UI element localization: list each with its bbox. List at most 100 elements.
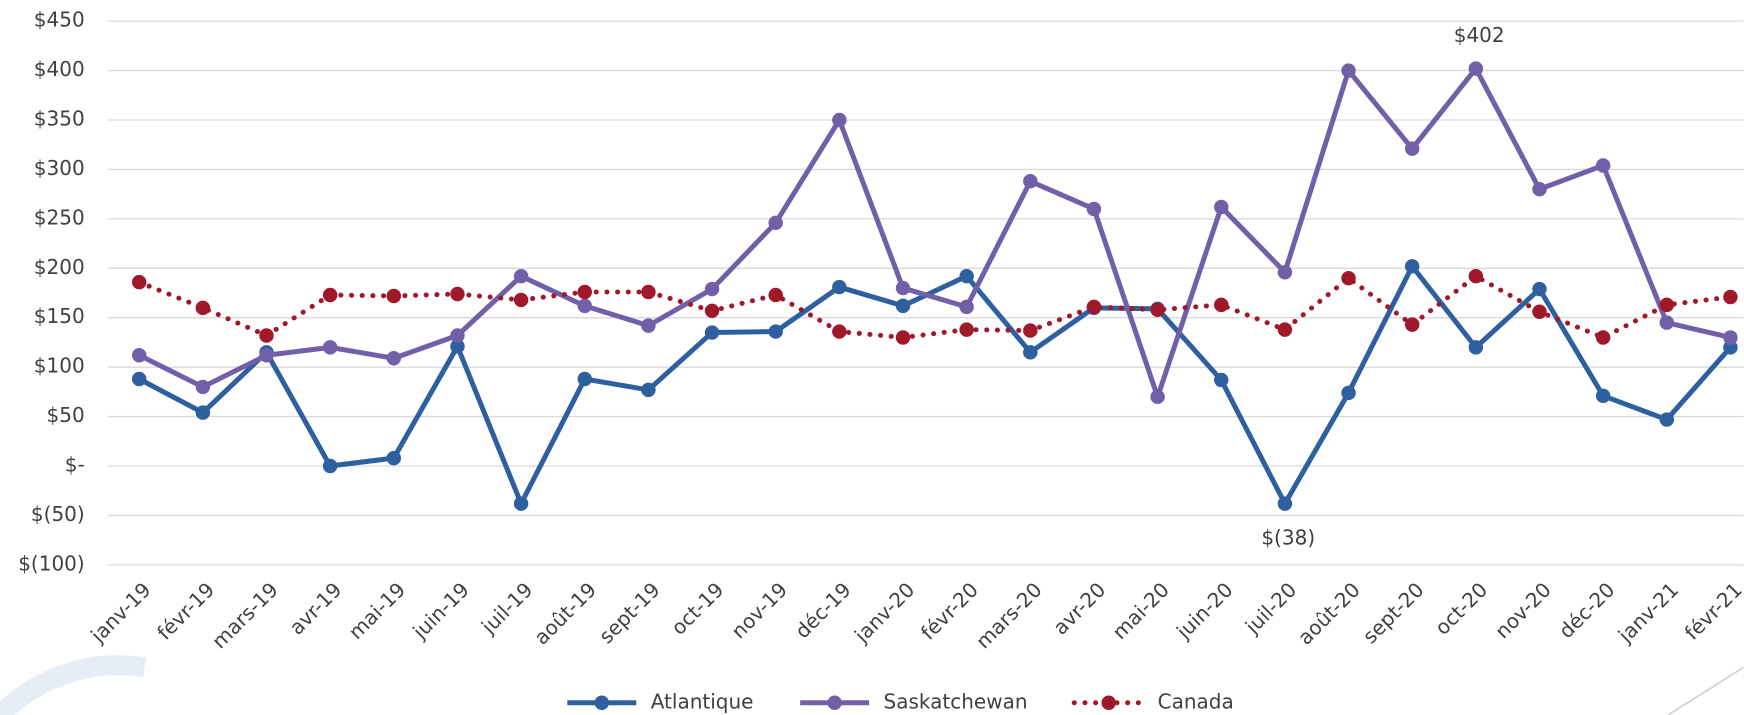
x-tick-label: juin-19 <box>407 578 474 645</box>
data-point <box>322 458 338 474</box>
data-point <box>895 298 911 314</box>
data-point <box>1468 340 1484 355</box>
series-line <box>136 273 1733 340</box>
data-point <box>131 348 147 363</box>
data-point <box>1595 330 1611 345</box>
data-point <box>1404 259 1420 274</box>
data-point <box>386 288 402 304</box>
data-point <box>832 324 847 339</box>
data-point <box>641 318 656 333</box>
data-point <box>513 268 529 284</box>
x-tick-label: avr-19 <box>284 578 346 640</box>
data-point <box>1023 323 1038 338</box>
data-point <box>1532 181 1547 197</box>
data-point <box>768 287 783 303</box>
data-point <box>832 279 847 295</box>
data-point <box>1659 315 1675 330</box>
x-tick-label: déc-20 <box>1554 578 1620 644</box>
data-label: $402 <box>1454 23 1505 47</box>
data-point <box>1214 372 1229 388</box>
data-point <box>1277 322 1293 337</box>
data-point <box>768 215 783 231</box>
x-tick-label: juil-20 <box>1240 578 1302 640</box>
y-tick-label: $350 <box>34 106 85 130</box>
data-point <box>1341 63 1356 78</box>
decoration <box>1667 666 1744 715</box>
x-tick-label: nov-20 <box>1490 578 1556 644</box>
y-tick-label: $300 <box>34 156 85 180</box>
legend-label: Atlantique <box>651 689 754 713</box>
data-point <box>1150 302 1165 318</box>
x-tick-label: mai-20 <box>1107 578 1173 644</box>
data-point <box>1214 199 1229 215</box>
x-tick-label: août-20 <box>1293 578 1365 650</box>
data-point <box>1532 281 1547 297</box>
y-tick-label: $- <box>65 453 85 477</box>
y-tick-label: $200 <box>34 255 85 279</box>
y-tick-label: $100 <box>34 354 85 378</box>
data-point <box>1404 317 1420 332</box>
data-point <box>895 280 911 296</box>
x-tick-label: janv-21 <box>1613 578 1683 648</box>
data-point <box>1723 289 1738 305</box>
data-point <box>1086 299 1102 315</box>
x-tick-label: mars-20 <box>971 578 1047 654</box>
data-point <box>131 274 147 290</box>
y-tick-label: $50 <box>47 403 85 427</box>
data-point <box>195 379 211 395</box>
legend-label: Canada <box>1158 689 1234 713</box>
data-point <box>1659 297 1675 313</box>
x-tick-label: nov-19 <box>726 578 792 644</box>
data-point <box>1723 340 1738 355</box>
x-tick-label: juil-19 <box>476 578 538 640</box>
data-point <box>1341 270 1356 286</box>
data-point <box>1086 201 1102 217</box>
y-tick-label: $450 <box>34 8 85 32</box>
legend-marker <box>827 695 842 710</box>
data-point <box>1404 141 1420 156</box>
data-point <box>1023 174 1038 189</box>
data-point <box>1023 345 1038 360</box>
data-point <box>1532 304 1547 320</box>
x-tick-label: juin-20 <box>1171 578 1238 645</box>
data-point <box>450 328 465 343</box>
data-point <box>386 450 402 466</box>
data-point <box>450 339 465 354</box>
x-tick-label: janv-19 <box>85 578 155 648</box>
data-point <box>1277 496 1293 511</box>
data-point <box>704 303 720 319</box>
data-point <box>386 351 402 366</box>
data-point <box>1341 385 1356 401</box>
data-point <box>1659 412 1675 427</box>
data-point <box>513 496 529 511</box>
data-point <box>450 286 465 302</box>
x-tick-label: sept-19 <box>594 578 665 649</box>
x-tick-label: oct-20 <box>1430 578 1492 640</box>
data-point <box>322 340 338 355</box>
data-point <box>259 328 274 343</box>
data-point <box>1468 268 1484 284</box>
x-tick-label: janv-20 <box>849 578 919 648</box>
data-point <box>195 300 211 316</box>
x-tick-label: déc-19 <box>790 578 856 644</box>
legend-label: Saskatchewan <box>884 689 1028 713</box>
x-tick-label: sept-20 <box>1358 578 1429 649</box>
logo-arc <box>0 655 147 715</box>
x-tick-label: mai-19 <box>344 578 410 644</box>
x-tick-label: mars-19 <box>207 578 283 654</box>
data-point <box>641 382 656 398</box>
data-point <box>1468 61 1484 76</box>
data-point <box>259 348 274 363</box>
data-point <box>641 284 656 300</box>
legend-marker <box>1101 695 1116 710</box>
y-tick-label: $150 <box>34 304 85 328</box>
data-point <box>704 325 720 340</box>
series-line <box>138 263 1733 507</box>
y-tick-label: $400 <box>34 57 85 81</box>
data-point <box>895 330 911 345</box>
y-tick-label: $(50) <box>31 502 85 526</box>
data-point <box>1214 297 1229 313</box>
x-tick-label: août-19 <box>529 578 601 650</box>
